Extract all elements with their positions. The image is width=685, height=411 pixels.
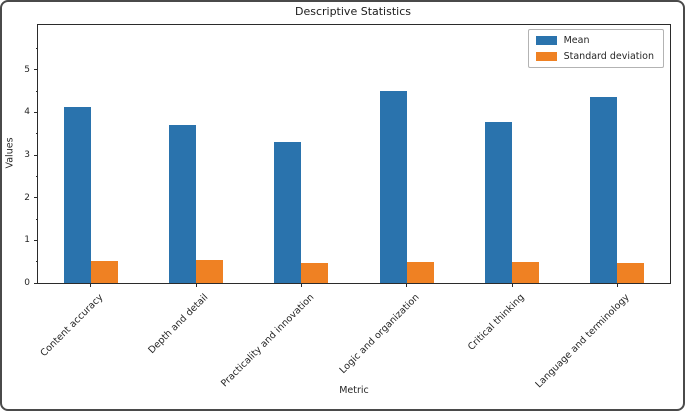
y-minor-tick [35, 47, 38, 49]
bar-std [512, 261, 539, 283]
y-tick [34, 69, 38, 71]
y-minor-tick [35, 175, 38, 177]
mean-color-swatch [535, 36, 557, 45]
y-tick-label: 5 [24, 64, 30, 75]
bar-mean [590, 96, 618, 283]
bar-mean [63, 106, 91, 283]
bar-mean [379, 91, 407, 283]
y-tick [34, 111, 38, 113]
y-minor-tick [35, 133, 38, 135]
y-tick-label: 2 [24, 192, 30, 203]
x-tick [90, 283, 92, 287]
bar-std [301, 263, 329, 283]
x-axis-label: Metric [339, 385, 369, 396]
legend-item-mean: Mean [535, 35, 654, 46]
bar-std [617, 262, 645, 283]
y-tick [34, 239, 38, 241]
std-color-swatch [535, 52, 557, 61]
y-tick-label: 4 [24, 107, 30, 118]
y-tick [34, 154, 38, 156]
bar-std [90, 261, 118, 283]
y-minor-tick [35, 218, 38, 220]
chart-title: Descriptive Statistics [294, 5, 411, 18]
y-tick [34, 197, 38, 199]
y-tick-label: 0 [24, 278, 30, 288]
y-minor-tick [35, 90, 38, 92]
bar-mean [169, 125, 196, 283]
bar-std [196, 260, 223, 283]
bar-mean [485, 122, 512, 283]
x-tick [195, 283, 197, 287]
x-tick [406, 283, 408, 287]
y-tick [34, 282, 38, 284]
legend-label-mean: Mean [563, 35, 590, 46]
y-tick-label: 3 [24, 150, 30, 161]
x-tick [300, 283, 302, 287]
legend-item-std: Standard deviation [535, 51, 654, 62]
x-tick [511, 283, 513, 287]
legend: Mean Standard deviation [527, 29, 664, 68]
bar-std [406, 261, 434, 283]
legend-label-std: Standard deviation [563, 51, 654, 62]
bar-mean [274, 142, 302, 283]
x-tick [616, 283, 618, 287]
y-tick-label: 1 [24, 235, 30, 246]
y-minor-tick [35, 261, 38, 263]
